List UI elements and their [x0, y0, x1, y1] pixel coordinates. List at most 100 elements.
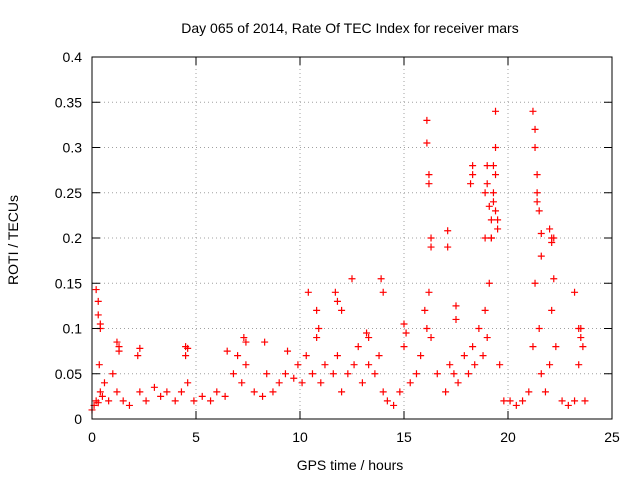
data-point	[365, 334, 373, 342]
data-point	[290, 374, 298, 382]
data-point	[552, 343, 560, 351]
y-tick-label: 0.3	[63, 140, 83, 156]
data-point	[350, 361, 358, 369]
data-point	[298, 379, 306, 387]
data-point	[402, 329, 410, 337]
x-tick-label: 10	[292, 429, 308, 445]
data-point	[333, 297, 341, 305]
data-point	[390, 401, 398, 409]
data-point	[338, 388, 346, 396]
data-point	[512, 401, 520, 409]
data-point	[190, 397, 198, 405]
data-point	[471, 361, 479, 369]
data-point	[94, 311, 102, 319]
data-point	[317, 379, 325, 387]
data-point	[506, 397, 514, 405]
data-point	[485, 279, 493, 287]
data-layer	[88, 107, 589, 414]
y-axis-label: ROTI / TECUs	[5, 195, 21, 285]
data-point	[483, 334, 491, 342]
data-point	[433, 370, 441, 378]
data-point	[94, 297, 102, 305]
data-point	[329, 370, 337, 378]
data-point	[242, 338, 250, 346]
tick-layer: 0 0.05 0.1 0.15 0.2 0.25 0.3 0.35 0.4 0 5 10 15 20 25	[55, 49, 620, 445]
data-point	[481, 234, 489, 242]
data-point	[417, 352, 425, 360]
data-point	[406, 379, 414, 387]
data-point	[469, 162, 477, 170]
data-point	[423, 139, 431, 147]
data-point	[182, 352, 190, 360]
data-point	[142, 397, 150, 405]
data-point	[483, 162, 491, 170]
data-point	[529, 107, 537, 115]
data-point	[184, 379, 192, 387]
data-point	[479, 352, 487, 360]
data-point	[281, 370, 289, 378]
data-point	[500, 397, 508, 405]
data-point	[344, 370, 352, 378]
data-point	[546, 361, 554, 369]
data-point	[313, 334, 321, 342]
x-axis-label: GPS time / hours	[297, 457, 404, 473]
data-point	[92, 286, 100, 294]
data-point	[275, 379, 283, 387]
data-point	[400, 320, 408, 328]
data-point	[571, 288, 579, 296]
data-point	[423, 325, 431, 332]
data-point	[400, 343, 408, 351]
chart-title: Day 065 of 2014, Rate Of TEC Index for r…	[181, 20, 518, 36]
data-point	[157, 392, 165, 400]
data-point	[537, 252, 545, 260]
data-point	[450, 370, 458, 378]
data-point	[105, 397, 113, 405]
data-point	[427, 234, 435, 242]
data-point	[489, 189, 497, 197]
data-point	[95, 361, 103, 369]
data-point	[531, 144, 539, 151]
data-point	[213, 388, 221, 396]
data-point	[269, 388, 277, 396]
data-point	[487, 234, 495, 242]
data-point	[427, 243, 435, 251]
data-point	[537, 370, 545, 378]
grid-layer	[92, 57, 612, 419]
data-point	[581, 397, 589, 405]
data-point	[136, 388, 144, 396]
data-point	[150, 383, 158, 391]
data-point	[304, 288, 312, 296]
data-point	[454, 379, 462, 387]
data-point	[535, 207, 543, 215]
data-point	[452, 302, 460, 310]
data-point	[229, 370, 237, 378]
data-point	[331, 288, 339, 296]
y-tick-label: 0.1	[63, 321, 83, 337]
data-point	[98, 392, 106, 400]
x-tick-label: 20	[500, 429, 516, 445]
data-point	[100, 379, 108, 387]
data-point	[313, 306, 321, 314]
y-tick-label: 0.05	[55, 366, 82, 382]
data-point	[494, 216, 502, 224]
data-point	[464, 370, 472, 378]
data-point	[467, 180, 475, 188]
data-point	[558, 397, 566, 405]
data-point	[494, 225, 502, 233]
data-point	[358, 379, 366, 387]
data-point	[579, 343, 587, 351]
data-point	[308, 370, 316, 378]
data-point	[363, 329, 371, 337]
data-point	[519, 397, 527, 405]
y-tick-label: 0.35	[55, 94, 82, 110]
data-point	[533, 189, 541, 197]
data-point	[284, 347, 292, 355]
data-point	[354, 343, 362, 351]
data-point	[469, 343, 477, 351]
data-point	[333, 352, 341, 360]
data-point	[109, 370, 117, 378]
data-point	[379, 288, 387, 296]
data-point	[529, 343, 537, 351]
